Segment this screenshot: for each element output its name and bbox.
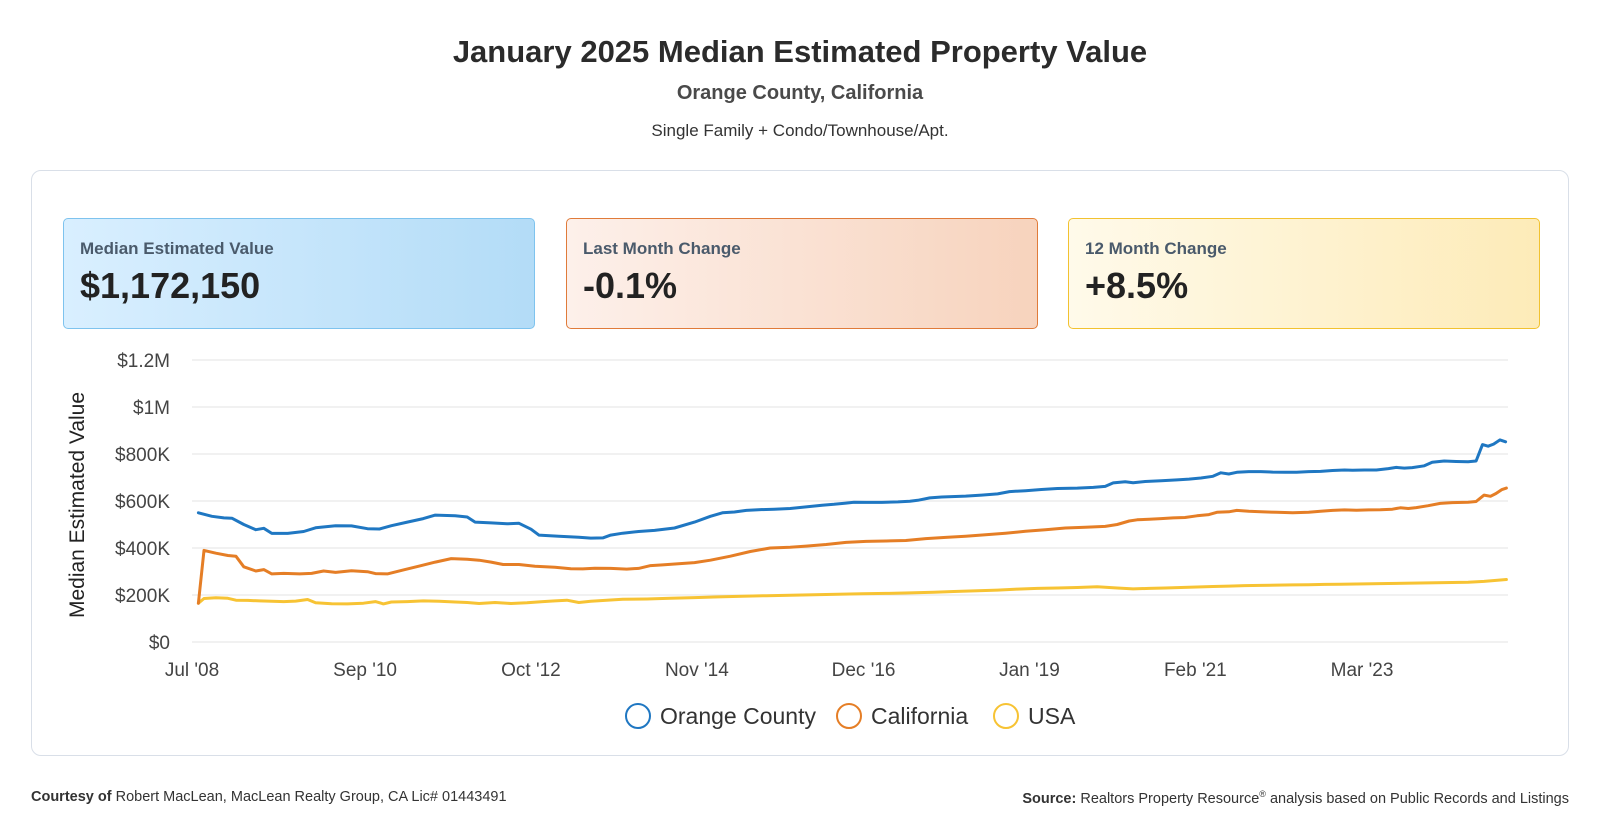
x-tick-label: Sep '10: [333, 660, 397, 681]
y-tick-label: $0: [149, 633, 170, 654]
y-tick-label: $400K: [115, 539, 170, 560]
legend-marker-orange-county: [625, 703, 651, 729]
legend-label: California: [871, 703, 968, 729]
series-line-california: [196, 486, 1508, 605]
registered-mark: ®: [1259, 789, 1266, 799]
legend-marker-california: [836, 703, 862, 729]
legend-label: Orange County: [660, 703, 816, 729]
y-tick-label: $800K: [115, 445, 170, 466]
y-tick-label: $200K: [115, 586, 170, 607]
twelve-month-change-value: +8.5%: [1085, 265, 1189, 306]
x-tick-label: Nov '14: [665, 660, 729, 681]
x-tick-label: Mar '23: [1331, 660, 1394, 681]
page-subtitle: Orange County, California: [676, 82, 924, 104]
y-tick-label: $1M: [133, 398, 170, 419]
y-tick-label: $600K: [115, 492, 170, 513]
x-tick-label: Jul '08: [165, 660, 219, 681]
last-month-change-label: Last Month Change: [583, 239, 741, 258]
median-value-card: Median Estimated Value $1,172,150: [63, 218, 535, 329]
page-title: January 2025 Median Estimated Property V…: [452, 34, 1148, 69]
source-text: analysis based on Public Records and Lis…: [1269, 790, 1569, 807]
property-types: Single Family + Condo/Townhouse/Apt.: [651, 121, 949, 140]
last-month-change-card: Last Month Change -0.1%: [566, 218, 1038, 329]
x-tick-label: Jan '19: [999, 660, 1060, 681]
series-line-usa: [196, 578, 1508, 606]
legend-label: USA: [1028, 703, 1076, 729]
source-footer: Source: Realtors Property Resource® anal…: [1022, 789, 1569, 807]
x-tick-label: Oct '12: [501, 660, 561, 681]
median-value-label: Median Estimated Value: [80, 239, 274, 258]
y-tick-label: $1.2M: [117, 351, 170, 372]
y-axis-label: Median Estimated Value: [66, 392, 89, 618]
source-name: Realtors Property Resource: [1080, 790, 1260, 807]
courtesy-label: Courtesy of: [31, 789, 112, 805]
source-label: Source:: [1022, 790, 1077, 807]
courtesy-text: Robert MacLean, MacLean Realty Group, CA…: [115, 789, 507, 805]
legend-marker-usa: [993, 703, 1019, 729]
last-month-change-value: -0.1%: [583, 265, 678, 306]
twelve-month-change-label: 12 Month Change: [1085, 239, 1227, 258]
series-line-orange-county: [196, 438, 1508, 540]
x-tick-label: Feb '21: [1164, 660, 1227, 681]
courtesy-footer: Courtesy of Robert MacLean, MacLean Real…: [31, 789, 507, 805]
x-tick-label: Dec '16: [832, 660, 896, 681]
twelve-month-change-card: 12 Month Change +8.5%: [1068, 218, 1540, 329]
median-value: $1,172,150: [80, 265, 261, 306]
